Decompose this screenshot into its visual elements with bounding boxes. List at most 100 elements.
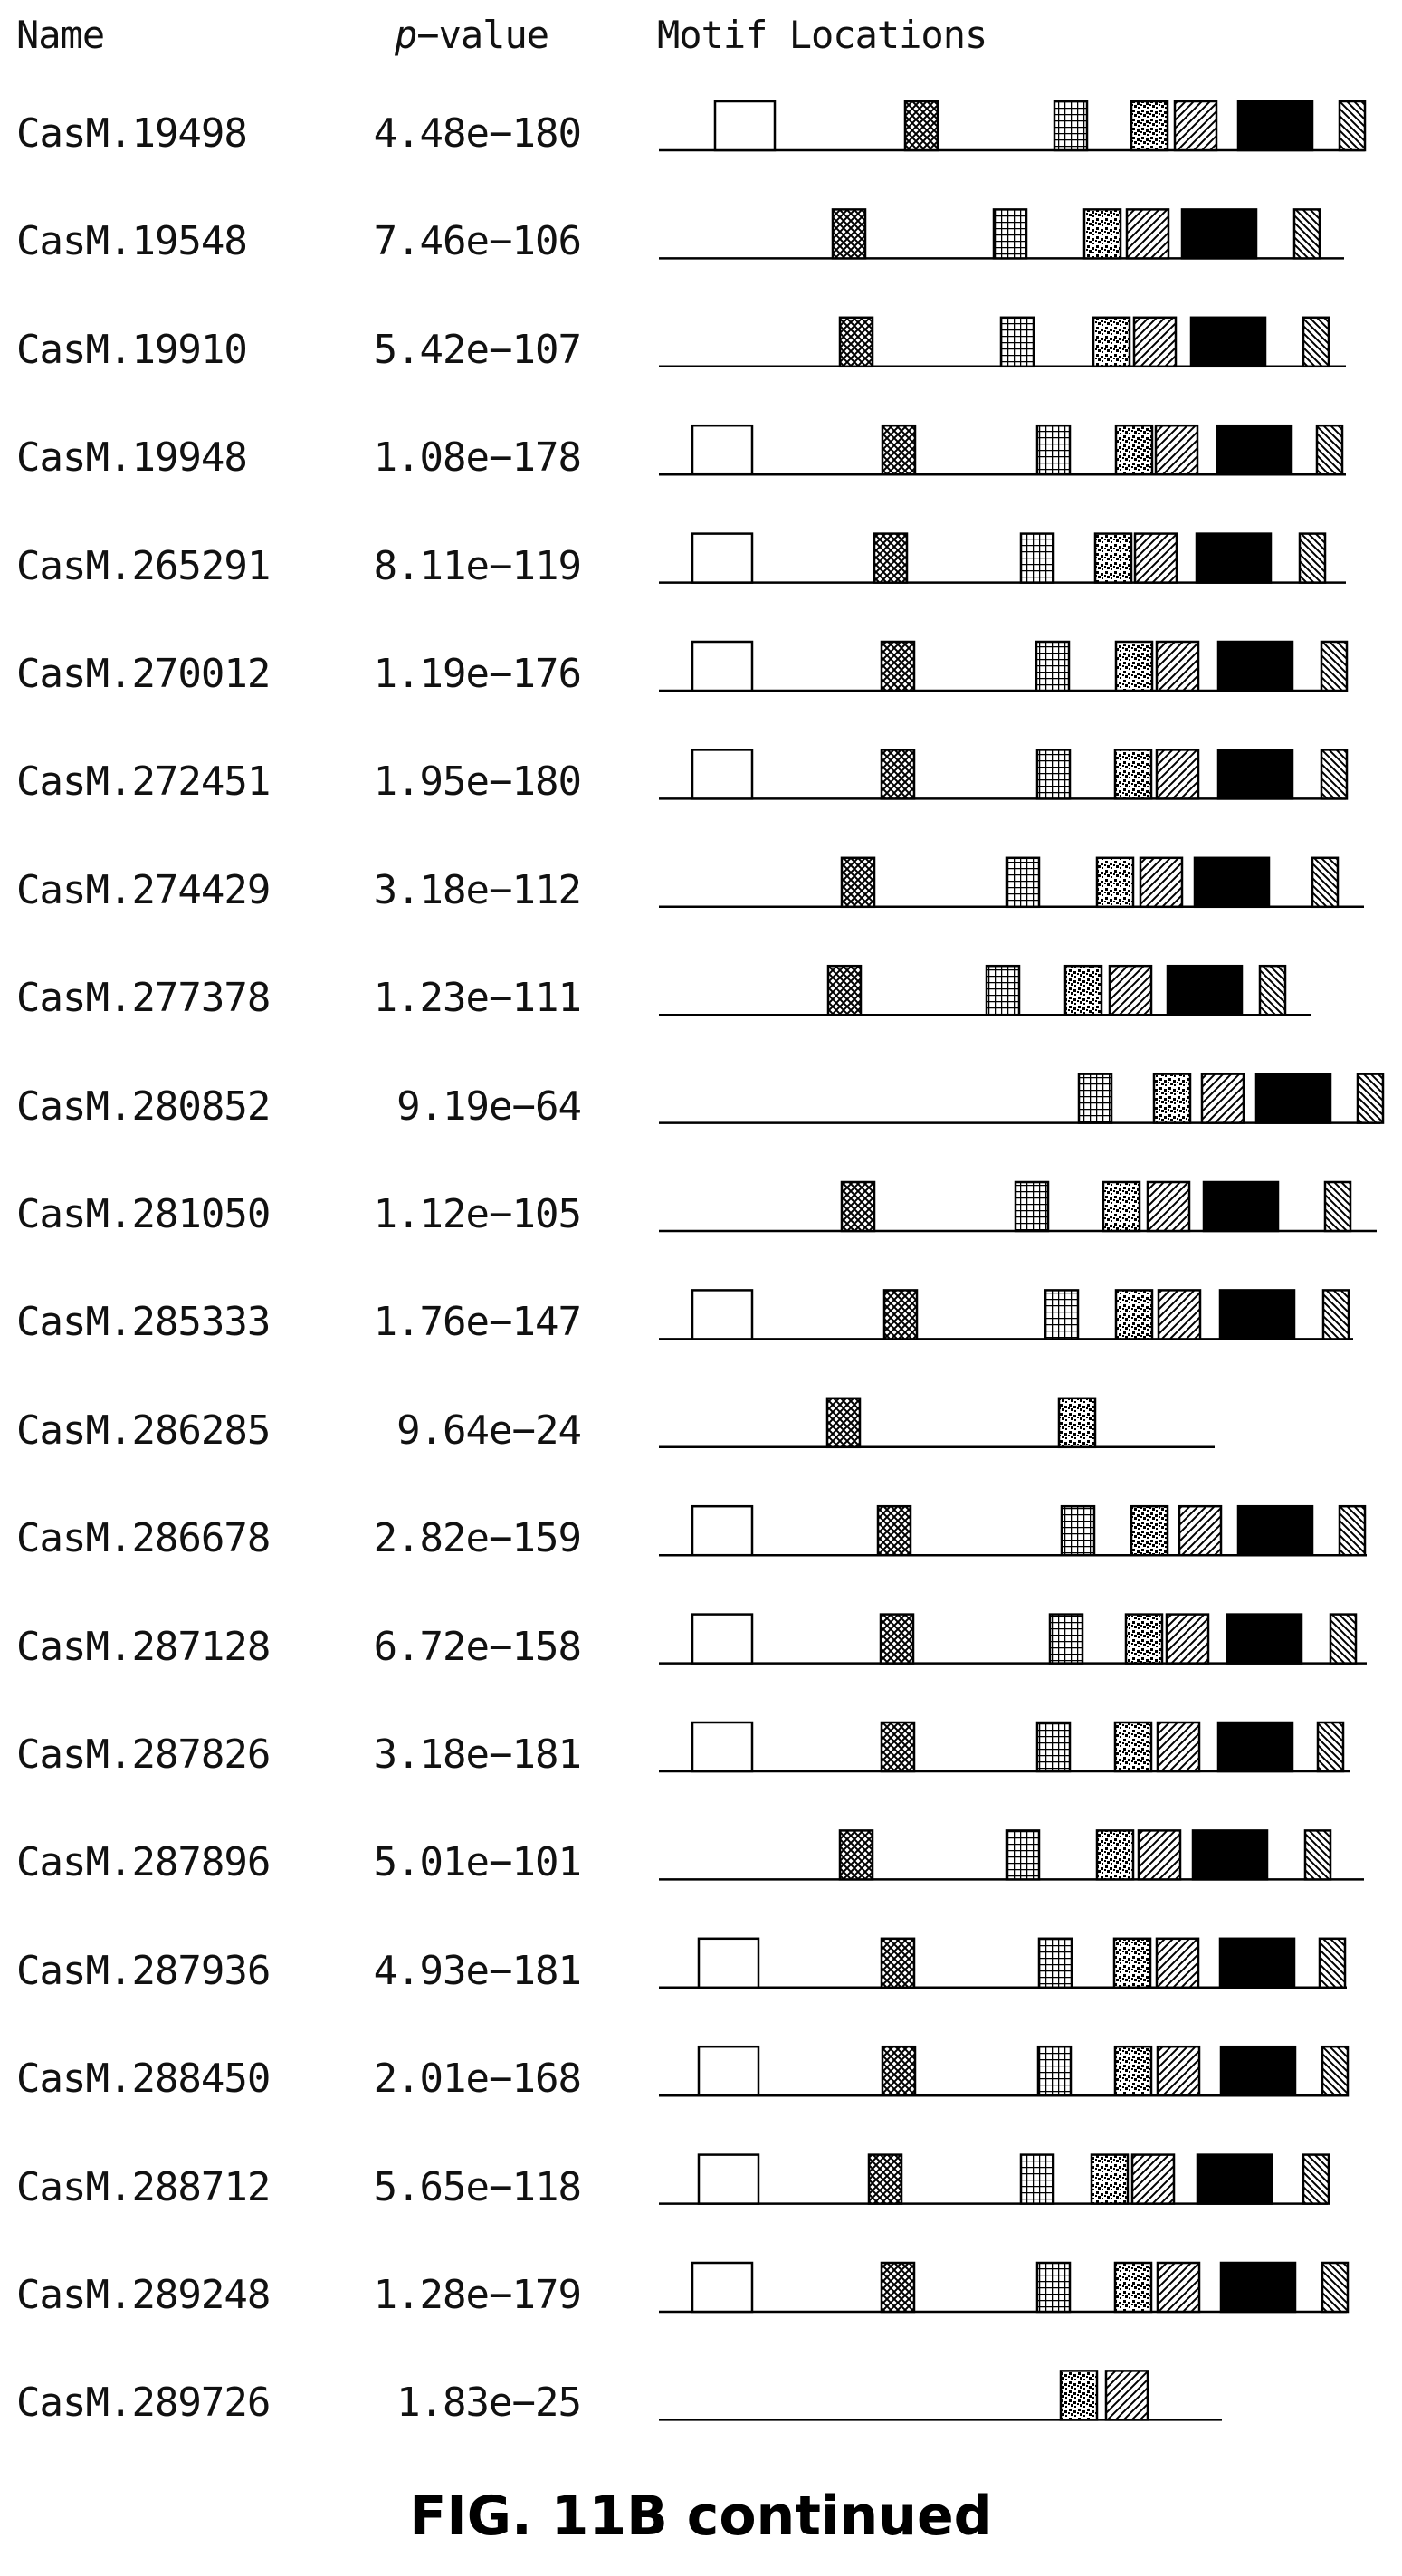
motif-diag-box <box>1155 1937 1200 1989</box>
motif-dots-box <box>1113 1721 1153 1773</box>
motif-cross-box <box>826 964 863 1016</box>
motif-cross-box <box>825 1397 862 1449</box>
row-name: CasM.288712 <box>16 2163 271 2210</box>
motif-diag-box <box>1104 2370 1149 2421</box>
motif-solid-box <box>1219 2045 1297 2097</box>
motif-solid-box <box>1216 424 1293 476</box>
motif-cross-box <box>867 2153 903 2205</box>
motif-dots-box <box>1113 2261 1153 2314</box>
motif-solid-box <box>1218 1937 1296 1989</box>
motif-cross-box <box>880 2261 916 2314</box>
motif-open-box <box>691 1504 754 1557</box>
motif-grid-box <box>1037 1937 1073 1989</box>
motif-open-box <box>691 424 754 476</box>
motif-dots-box <box>1113 2045 1153 2097</box>
motif-solid-box <box>1196 2153 1273 2205</box>
motif-solid-box <box>1226 1613 1303 1665</box>
row-p-value: 6.72e−158 <box>373 1623 582 1670</box>
row-name: CasM.19910 <box>16 326 248 373</box>
motif-open-box <box>691 1613 754 1665</box>
motif-solid-box <box>1193 856 1271 909</box>
motif-cross-box <box>881 2045 917 2097</box>
row-p-value: 8.11e−119 <box>373 542 582 589</box>
row-p-value: 4.48e−180 <box>373 110 582 157</box>
row-name: CasM.285333 <box>16 1299 271 1346</box>
row-name: CasM.270012 <box>16 651 271 697</box>
motif-back-box <box>1321 1289 1350 1340</box>
motif-solid-box <box>1216 1721 1294 1773</box>
motif-diag-box <box>1156 1721 1201 1773</box>
header-p-suffix: −value <box>416 13 549 57</box>
motif-solid-box <box>1218 1289 1296 1340</box>
motif-diag-box <box>1133 532 1178 584</box>
motif-diag-box <box>1173 100 1218 152</box>
row-p-value: 1.19e−176 <box>373 651 582 697</box>
motif-open-box <box>691 1721 754 1773</box>
motif-dots-box <box>1063 964 1103 1016</box>
row-name: CasM.19548 <box>16 218 248 265</box>
motif-diag-box <box>1155 640 1200 692</box>
motif-dots-box <box>1112 1937 1152 1989</box>
motif-back-box <box>1321 2045 1350 2097</box>
motif-cross-box <box>840 856 876 909</box>
row-p-value: 5.65e−118 <box>373 2163 582 2210</box>
row-name: CasM.286285 <box>16 1407 271 1454</box>
header-p-value: p−value <box>395 13 549 57</box>
motif-dots-box <box>1130 100 1169 152</box>
row-name: CasM.289726 <box>16 2380 271 2427</box>
motif-solid-box <box>1236 1504 1314 1557</box>
row-p-value: 1.83e−25 <box>396 2380 582 2427</box>
motif-back-box <box>1302 2153 1330 2205</box>
motif-diag-box <box>1165 1613 1210 1665</box>
motif-back-box <box>1311 856 1340 909</box>
motif-dots-box <box>1090 2153 1130 2205</box>
row-p-value: 2.82e−159 <box>373 1515 582 1562</box>
motif-cross-box <box>880 1721 916 1773</box>
motif-open-box <box>691 1289 754 1340</box>
motif-grid-box <box>1035 2261 1072 2314</box>
row-name: CasM.287896 <box>16 1839 271 1886</box>
motif-solid-box <box>1202 1180 1280 1233</box>
motif-diag-box <box>1178 1504 1223 1557</box>
motif-grid-box <box>1053 100 1089 152</box>
row-name: CasM.280852 <box>16 1083 271 1130</box>
motif-back-box <box>1338 100 1367 152</box>
motif-cross-box <box>880 640 916 692</box>
motif-back-box <box>1320 749 1349 800</box>
header-p-italic: p <box>395 13 417 57</box>
row-name: CasM.265291 <box>16 542 271 589</box>
motif-grid-box <box>992 208 1028 260</box>
motif-back-box <box>1323 1180 1352 1233</box>
motif-open-box <box>691 749 754 800</box>
row-name: CasM.19948 <box>16 434 248 482</box>
motif-dots-box <box>1102 1180 1141 1233</box>
motif-diag-box <box>1108 964 1153 1016</box>
motif-grid-box <box>1019 2153 1055 2205</box>
motif-back-box <box>1315 424 1344 476</box>
row-p-value: 1.76e−147 <box>373 1299 582 1346</box>
motif-open-box <box>691 640 754 692</box>
motif-solid-box <box>1166 964 1244 1016</box>
motif-cross-box <box>840 1180 876 1233</box>
motif-solid-box <box>1180 208 1258 260</box>
motif-solid-box <box>1254 1073 1332 1124</box>
motif-grid-box <box>1005 1829 1041 1881</box>
motif-grid-box <box>985 964 1021 1016</box>
motif-dots-box <box>1095 856 1135 909</box>
motif-diag-box <box>1137 1829 1182 1881</box>
motif-dots-box <box>1124 1613 1164 1665</box>
row-p-value: 4.93e−181 <box>373 1947 582 1994</box>
motif-dots-box <box>1095 1829 1135 1881</box>
row-p-value: 3.18e−112 <box>373 866 582 913</box>
motif-dots-box <box>1092 316 1131 368</box>
motif-grid-box <box>1048 1613 1084 1665</box>
row-p-value: 9.19e−64 <box>396 1083 582 1130</box>
motif-solid-box <box>1191 1829 1269 1881</box>
motif-grid-box <box>1035 640 1071 692</box>
row-p-value: 1.23e−111 <box>373 975 582 1022</box>
motif-dots-box <box>1093 532 1133 584</box>
motif-back-box <box>1318 1937 1347 1989</box>
motif-back-box <box>1298 532 1327 584</box>
motif-cross-box <box>880 749 916 800</box>
